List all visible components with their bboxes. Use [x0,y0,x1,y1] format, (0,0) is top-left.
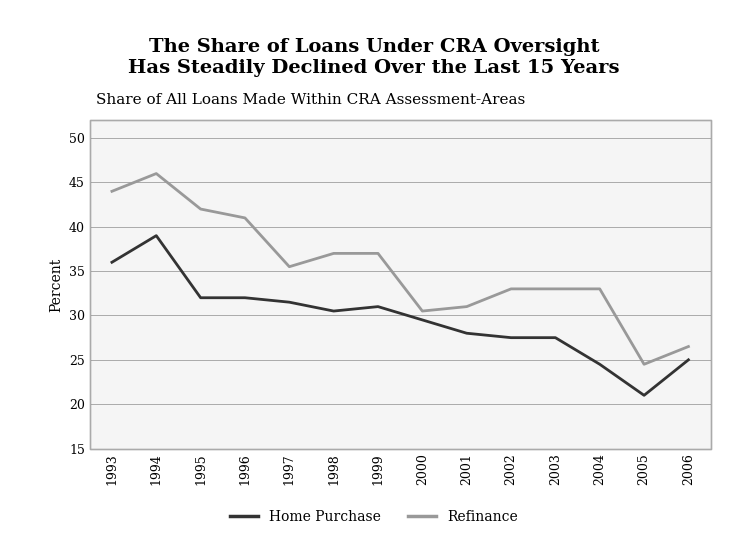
Text: The Share of Loans Under CRA Oversight
Has Steadily Declined Over the Last 15 Ye: The Share of Loans Under CRA Oversight H… [128,38,620,77]
Text: Share of All Loans Made Within CRA Assessment-Areas: Share of All Loans Made Within CRA Asses… [96,93,525,107]
Y-axis label: Percent: Percent [49,257,64,312]
Bar [90,120,711,449]
Legend: Home Purchase, Refinance: Home Purchase, Refinance [224,504,524,529]
